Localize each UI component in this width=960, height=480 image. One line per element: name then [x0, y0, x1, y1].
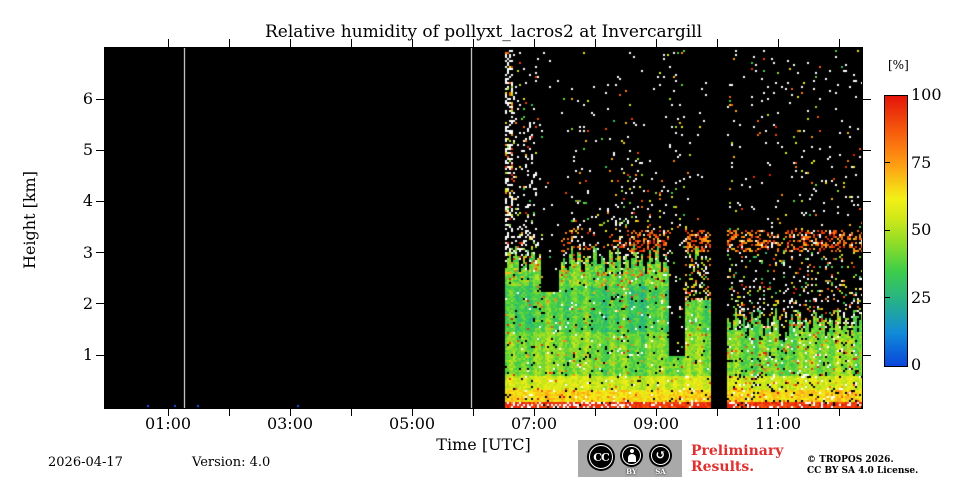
x-axis-tick: [777, 408, 779, 416]
sa-arrow-glyph: ↺: [655, 448, 666, 463]
colorbar-tick: [885, 229, 890, 231]
x-axis-tick-top: [411, 39, 413, 47]
attribution-person-icon: [620, 444, 643, 467]
x-axis-title: Time [UTC]: [436, 435, 531, 454]
cc-icon-text: CC: [593, 450, 609, 464]
y-axis-tick: [96, 98, 104, 100]
by-icon-ring: [622, 446, 641, 465]
y-axis-tick: [96, 252, 104, 254]
y-axis-tick: [96, 200, 104, 202]
y-axis-tick-right: [863, 98, 871, 100]
colorbar-tick-label: 0: [911, 355, 922, 374]
colorbar-unit-label: [%]: [888, 58, 909, 72]
x-axis-tick: [838, 408, 840, 416]
x-axis-tick: [350, 408, 352, 416]
sa-label: SA: [655, 467, 666, 476]
copyright-line1: © TROPOS 2026.: [807, 455, 894, 465]
x-axis-tick: [167, 408, 169, 416]
y-axis-tick-right: [863, 354, 871, 356]
colorbar: [884, 95, 908, 367]
colorbar-tick-label: 50: [911, 220, 932, 239]
y-axis-tick-label: 3: [82, 242, 93, 262]
x-axis-tick: [289, 408, 291, 416]
x-axis-tick-label: 03:00: [266, 414, 314, 433]
x-axis-tick-top: [533, 39, 535, 47]
y-axis-title: Height [km]: [20, 171, 39, 269]
x-axis-tick-top: [594, 39, 596, 47]
plot-title: Relative humidity of pollyxt_lacros2 at …: [264, 22, 703, 42]
x-axis-tick-top: [228, 39, 230, 47]
x-axis-tick-label: 11:00: [754, 414, 802, 433]
x-axis-tick: [594, 408, 596, 416]
x-axis-tick-top: [289, 39, 291, 47]
plot-area: [104, 47, 863, 409]
x-axis-tick: [411, 408, 413, 416]
cc-license-badge: CC ↺ BY SA: [578, 440, 682, 477]
person-body: [627, 454, 636, 462]
x-axis-tick-top: [655, 39, 657, 47]
y-axis-tick-label: 2: [82, 293, 93, 313]
x-axis-tick: [655, 408, 657, 416]
x-axis-tick-label: 07:00: [510, 414, 558, 433]
x-axis-tick: [472, 408, 474, 416]
by-label: BY: [626, 467, 637, 476]
person-head: [629, 449, 634, 453]
y-axis-tick-right: [863, 252, 871, 254]
x-axis-tick-label: 01:00: [144, 414, 192, 433]
y-axis-tick-right: [863, 303, 871, 305]
x-axis-tick-label: 09:00: [632, 414, 680, 433]
x-axis-tick-label: 05:00: [388, 414, 436, 433]
colorbar-tick-label: 25: [911, 287, 932, 307]
x-axis-tick-top: [716, 39, 718, 47]
colorbar-tick-label: 100: [911, 85, 942, 104]
cc-icon-ring: [589, 445, 613, 469]
version-label: Version: 4.0: [192, 455, 271, 470]
x-axis-tick-top: [777, 39, 779, 47]
x-axis-tick-top: [167, 39, 169, 47]
x-axis-tick-top: [838, 39, 840, 47]
colorbar-tick: [885, 162, 890, 163]
x-axis-tick-top: [350, 39, 352, 47]
colorbar-gradient: [885, 96, 907, 366]
x-axis-tick: [533, 408, 535, 416]
x-axis-tick-top: [472, 39, 474, 47]
humidity-heatmap-canvas: [105, 48, 862, 408]
share-alike-arrow-icon: ↺: [649, 444, 672, 467]
y-axis-tick: [96, 149, 104, 151]
x-axis-tick: [228, 408, 230, 416]
colorbar-tick-label: 75: [911, 152, 932, 172]
cc-icon: CC: [587, 443, 615, 471]
person-glyph: [626, 449, 637, 462]
y-axis-tick-label: 4: [82, 191, 93, 211]
preliminary-line2: Results.: [691, 459, 755, 475]
y-axis-tick-right: [863, 149, 871, 151]
measurement-date: 2026-04-17: [48, 455, 123, 470]
y-axis-tick-label: 5: [82, 140, 93, 160]
copyright-line2: CC BY SA 4.0 License.: [807, 466, 919, 476]
preliminary-results-note: Preliminary Results.: [691, 443, 783, 475]
y-axis-tick-right: [863, 200, 871, 202]
y-axis-tick: [96, 303, 104, 305]
colorbar-tick: [885, 297, 890, 298]
preliminary-line1: Preliminary: [691, 443, 784, 459]
y-axis-tick: [96, 354, 104, 356]
copyright-note: © TROPOS 2026. CC BY SA 4.0 License.: [807, 455, 918, 477]
y-axis-tick-label: 6: [82, 89, 93, 108]
sa-icon-ring: [651, 446, 670, 465]
y-axis-tick-label: 1: [82, 345, 93, 364]
x-axis-tick: [716, 408, 718, 416]
